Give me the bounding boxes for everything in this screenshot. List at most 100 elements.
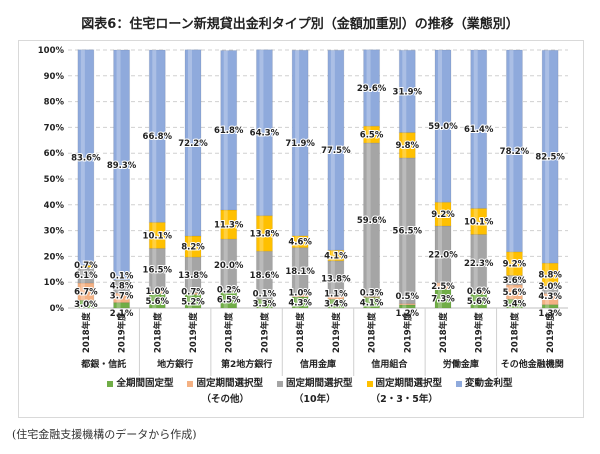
data-label: 0.6% — [467, 287, 491, 297]
legend-label: 全期間固定型 — [116, 378, 174, 389]
data-label: 1.1% — [324, 290, 348, 300]
bar-segment — [291, 49, 309, 237]
bar-segment — [291, 247, 309, 295]
data-label: 4.8% — [110, 281, 134, 291]
bar-highlight — [116, 302, 121, 308]
bar-highlight — [259, 49, 264, 216]
data-label: 3.0% — [538, 282, 562, 292]
data-label: 6.5% — [217, 296, 241, 306]
bar-highlight — [188, 257, 192, 293]
bar-highlight — [545, 50, 550, 264]
data-label: 10.1% — [464, 217, 494, 227]
bar-highlight — [188, 49, 192, 237]
bar-highlight — [223, 291, 228, 308]
bar-highlight — [80, 300, 85, 308]
group-label: 都銀・信託 — [80, 358, 126, 370]
data-label: 18.1% — [285, 267, 315, 277]
y-tick-label: 40% — [44, 201, 65, 211]
data-label: 3.3% — [253, 300, 277, 310]
y-tick-label: 0% — [50, 304, 65, 314]
legend-sublabel: （10年） — [293, 394, 336, 405]
bar-highlight — [438, 50, 442, 203]
data-label: 72.2% — [178, 139, 208, 149]
bar-segment — [327, 49, 345, 251]
y-tick-label: 70% — [44, 123, 65, 133]
y-tick-label: 50% — [44, 175, 65, 185]
legend-item: 固定期間選択型 （その他） — [187, 376, 263, 408]
data-label: 4.3% — [288, 298, 312, 308]
legend-label: 固定期間選択型 — [285, 378, 353, 389]
footnote: (住宅金融支援機構のデータから作成) — [12, 428, 197, 441]
bar-highlight — [366, 142, 371, 297]
y-tick-label: 60% — [44, 149, 65, 159]
bar-highlight — [330, 260, 335, 297]
bar-highlight — [152, 293, 157, 308]
legend-item: 固定期間選択型 （10年） — [276, 376, 353, 408]
x-tick-label: 2018年度 — [438, 312, 449, 353]
bar-segment — [220, 50, 238, 211]
data-label: 9.8% — [395, 141, 419, 151]
bar-highlight — [152, 50, 157, 223]
data-label: 0.1% — [110, 271, 134, 281]
data-label: 83.6% — [71, 154, 101, 164]
data-label: 89.3% — [107, 161, 137, 171]
legend-label: 固定期間選択型 — [196, 378, 263, 389]
bar-highlight — [259, 251, 264, 300]
bar-highlight — [116, 280, 121, 294]
bar-segment — [327, 260, 345, 297]
bar-highlight — [366, 297, 371, 308]
x-tick-label: 2018年度 — [152, 312, 163, 353]
data-label: 22.0% — [428, 250, 458, 260]
legend-swatch — [187, 380, 194, 387]
x-tick-label: 2018年度 — [81, 312, 92, 353]
data-label: 71.9% — [285, 139, 315, 149]
data-label: 6.7% — [74, 288, 98, 298]
data-label: 1.3% — [538, 309, 562, 319]
data-label: 8.2% — [181, 243, 205, 253]
bar-highlight — [80, 265, 85, 268]
group-label: 地方銀行 — [157, 358, 193, 370]
x-tick-label: 2018年度 — [295, 312, 306, 353]
data-label: 22.3% — [464, 259, 494, 269]
bar-segment — [184, 49, 202, 237]
bar-highlight — [402, 50, 407, 133]
y-tick-label: 90% — [44, 72, 65, 82]
bar-highlight — [330, 250, 335, 261]
bar-highlight — [402, 304, 407, 308]
data-label: 64.3% — [250, 129, 280, 139]
data-label: 3.7% — [110, 291, 134, 301]
bar-highlight — [295, 235, 300, 248]
bar-highlight — [509, 284, 514, 300]
bar-highlight — [330, 50, 335, 251]
legend-item: 全期間固定型 — [107, 376, 173, 408]
bar-segment — [541, 304, 559, 309]
data-label: 78.2% — [500, 147, 530, 157]
data-label: 4.1% — [324, 251, 348, 261]
data-label: 31.9% — [393, 87, 423, 97]
data-label: 13.8% — [321, 275, 351, 285]
y-tick-label: 20% — [44, 252, 65, 262]
bar-highlight — [438, 202, 442, 226]
data-label: 9.2% — [431, 210, 455, 220]
legend-swatch — [107, 380, 114, 387]
data-label: 4.6% — [288, 238, 312, 248]
data-label: 66.8% — [143, 132, 173, 142]
x-tick-label: 2018年度 — [224, 312, 235, 353]
data-label: 0.1% — [253, 290, 277, 300]
y-tick-label: 100% — [38, 46, 65, 56]
bar-highlight — [366, 126, 371, 143]
bar-segment — [113, 302, 131, 309]
bar-segment — [77, 49, 95, 266]
group-label: その他金融機関 — [501, 358, 564, 370]
bar-highlight — [438, 289, 442, 308]
data-label: 1.0% — [145, 287, 169, 297]
bar-segment — [363, 49, 381, 127]
bar-highlight — [473, 292, 478, 294]
bar-highlight — [438, 282, 442, 290]
data-label: 77.5% — [321, 146, 351, 156]
x-tick-label: 2019年度 — [117, 312, 128, 353]
data-label: 16.5% — [143, 266, 173, 276]
legend-sublabel: （2・3・5年） — [370, 394, 438, 405]
bar-highlight — [366, 49, 371, 127]
